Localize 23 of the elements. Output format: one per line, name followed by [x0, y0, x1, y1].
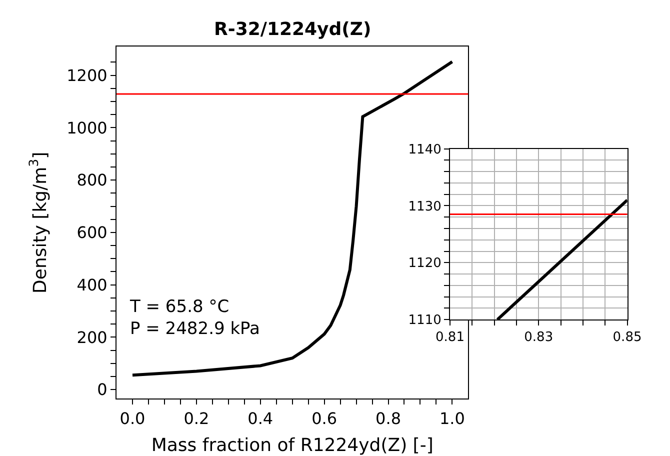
- x-tick-label: 0.83: [524, 330, 554, 346]
- x-tick-label: 0.4: [248, 408, 274, 428]
- annotation: T = 65.8 °C P = 2482.9 kPa: [129, 297, 260, 340]
- y-tick-label: 1000: [66, 118, 108, 138]
- y-tick-label: 1200: [66, 66, 108, 85]
- y-tick-label: 1120: [408, 256, 442, 272]
- y-tick-label: 800: [76, 170, 108, 190]
- x-tick-label: 1.0: [439, 408, 465, 428]
- x-axis-title: Mass fraction of R1224yd(Z) [-]: [151, 435, 434, 456]
- y-tick-label: 600: [76, 223, 108, 242]
- chart-title: R-32/1224yd(Z): [214, 19, 372, 40]
- y-tick-label: 1130: [408, 199, 442, 214]
- x-tick-label: 0.8: [376, 408, 401, 428]
- y-tick-label: 0: [97, 380, 108, 400]
- y-tick-label: 1140: [408, 142, 442, 158]
- x-tick-label: 0.6: [312, 408, 338, 428]
- y-tick-label: 400: [76, 275, 108, 294]
- x-tick-label: 0.2: [184, 408, 210, 428]
- x-tick-label: 0.81: [436, 330, 464, 346]
- x-tick-label: 0.85: [612, 330, 642, 346]
- y-tick-label: 200: [76, 328, 108, 347]
- x-tick-label: 0.0: [120, 408, 146, 428]
- y-tick-label: 1110: [408, 313, 442, 328]
